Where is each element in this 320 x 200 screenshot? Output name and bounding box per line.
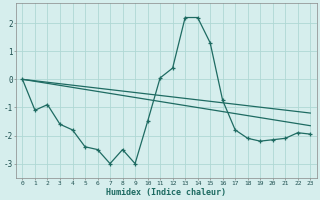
X-axis label: Humidex (Indice chaleur): Humidex (Indice chaleur) xyxy=(106,188,226,197)
